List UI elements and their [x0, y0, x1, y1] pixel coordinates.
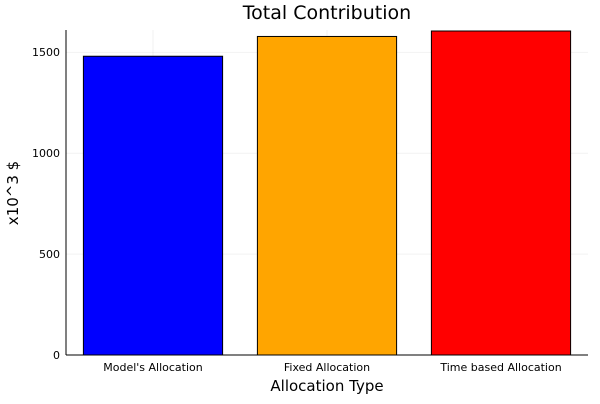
y-tick-label: 500: [39, 248, 60, 261]
y-tick-label: 1000: [32, 147, 60, 160]
y-tick-label: 1500: [32, 46, 60, 59]
axes: [65, 30, 588, 356]
x-tick-label: Model's Allocation: [103, 361, 203, 374]
bar: [430, 30, 572, 356]
y-tick-label: 0: [53, 349, 60, 362]
bars: [82, 30, 572, 356]
x-tick-label: Time based Allocation: [439, 361, 561, 374]
x-tick-labels: Model's Allocation Fixed Allocation Time b…: [103, 361, 561, 374]
x-axis-title: Allocation Type: [270, 377, 383, 395]
x-tick-label: Fixed Allocation: [284, 361, 370, 374]
bar: [256, 35, 398, 356]
y-tick-labels: 0 500 1000 1500: [32, 46, 60, 362]
y-axis-title: x10^3 $: [4, 161, 22, 225]
chart-title: Total Contribution: [242, 2, 411, 24]
bar: [82, 55, 224, 356]
